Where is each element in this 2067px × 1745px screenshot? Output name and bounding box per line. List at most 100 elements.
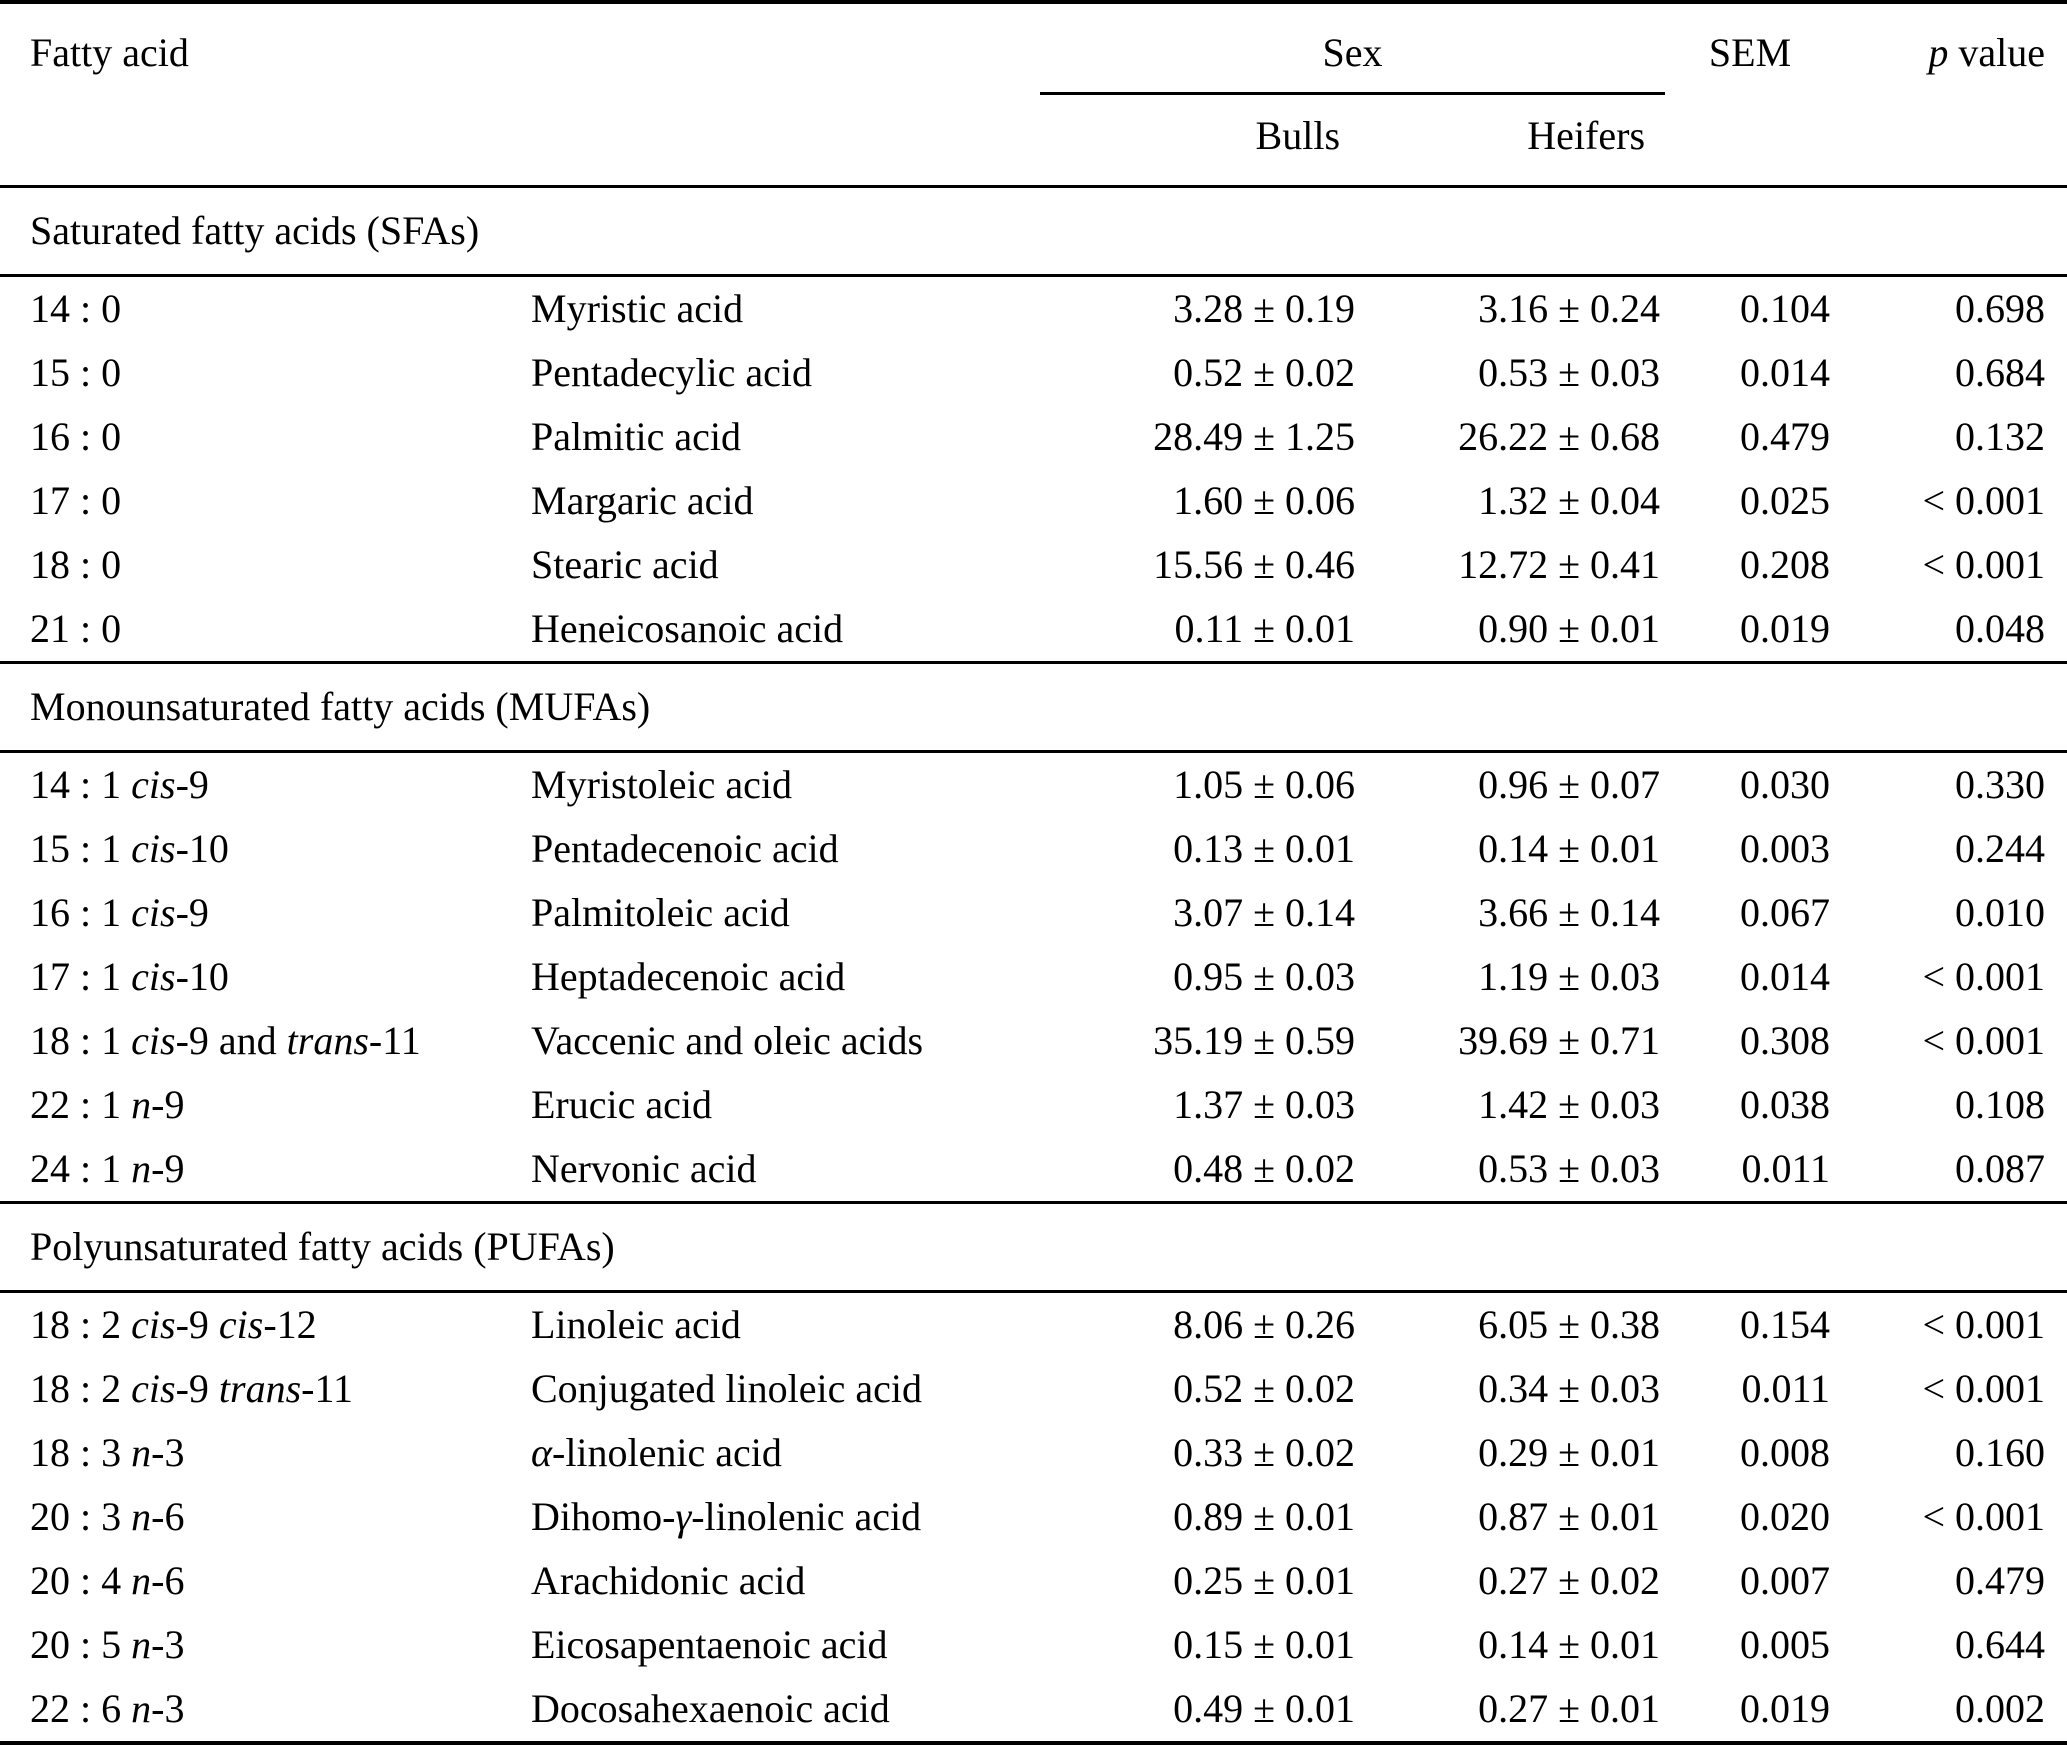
heifers-value: 0.96 ± 0.07 (1478, 762, 1661, 807)
heifers-value: 0.53 ± 0.03 (1478, 350, 1661, 395)
column-header-sem: SEM (1708, 30, 1792, 75)
table-row: 16 : 0 Palmitic acid 28.49 ± 1.25 26.22 ± 0… (0, 405, 2067, 469)
bulls-value: 0.52 ± 0.02 (1173, 1366, 1356, 1411)
fatty-acid-name: Linoleic acid (531, 1302, 741, 1347)
table-row: 21 : 0 Heneicosanoic acid 0.11 ± 0.01 0.90 … (0, 597, 2067, 663)
table-row: 14 : 1 cis-9 Myristoleic acid 1.05 ± 0.06 0… (0, 752, 2067, 818)
section-row: Saturated fatty acids (SFAs) (0, 185, 2067, 277)
sem-value: 0.011 (1741, 1146, 1831, 1191)
p-value: 0.244 (1955, 826, 2046, 871)
section-row: Polyunsaturated fatty acids (PUFAs) (0, 1201, 2067, 1293)
table-body: Saturated fatty acids (SFAs) 14 : 0 Myrist… (0, 185, 2067, 1744)
table-header: Fatty acid Sex SEM p value Bulls Heifers (0, 2, 2067, 187)
column-header-bulls: Bulls (1255, 113, 1341, 158)
fatty-acid-name: Heptadecenoic acid (531, 954, 846, 999)
p-value: 0.160 (1955, 1430, 2046, 1475)
table-row: 18 : 2 cis-9 cis-12 Linoleic acid 8.06 ± 0… (0, 1292, 2067, 1358)
bulls-value: 15.56 ± 0.46 (1153, 542, 1356, 587)
table-row: 15 : 0 Pentadecylic acid 0.52 ± 0.02 0.53 ±… (0, 341, 2067, 405)
fatty-acid-code: 20 : 5 n-3 (30, 1622, 185, 1667)
fatty-acid-name: Palmitoleic acid (531, 890, 790, 935)
fatty-acid-name: Palmitic acid (531, 414, 741, 459)
table-row: 20 : 5 n-3 Eicosapentaenoic acid 0.15 ± 0.… (0, 1613, 2067, 1677)
section-title: Monounsaturated fatty acids (MUFAs) (0, 661, 2067, 753)
heifers-value: 1.32 ± 0.04 (1478, 478, 1661, 523)
sem-value: 0.025 (1740, 478, 1831, 523)
bulls-value: 1.05 ± 0.06 (1173, 762, 1356, 807)
sem-value: 0.020 (1740, 1494, 1831, 1539)
bulls-value: 3.28 ± 0.19 (1173, 286, 1356, 331)
p-value: 0.684 (1955, 350, 2046, 395)
table-row: 17 : 0 Margaric acid 1.60 ± 0.06 1.32 ± 0.0… (0, 469, 2067, 533)
table-row: 20 : 4 n-6 Arachidonic acid 0.25 ± 0.01 0.2… (0, 1549, 2067, 1613)
table-row: 18 : 1 cis-9 and trans-11 Vaccenic and ol… (0, 1009, 2067, 1073)
sem-value: 0.005 (1740, 1622, 1831, 1667)
heifers-value: 1.42 ± 0.03 (1478, 1082, 1661, 1127)
header-row-2: Bulls Heifers (0, 94, 2067, 187)
p-value: < 0.001 (1922, 478, 2046, 523)
column-header-p-value: p value (1928, 30, 2046, 75)
fatty-acid-code: 18 : 3 n-3 (30, 1430, 185, 1475)
p-value: 0.010 (1955, 890, 2046, 935)
sem-value: 0.019 (1740, 1686, 1831, 1731)
fatty-acid-name: α-linolenic acid (531, 1430, 782, 1475)
fatty-acid-code: 16 : 1 cis-9 (30, 890, 209, 935)
fatty-acid-name: Docosahexaenoic acid (531, 1686, 890, 1731)
bulls-value: 0.13 ± 0.01 (1173, 826, 1356, 871)
heifers-value: 0.29 ± 0.01 (1478, 1430, 1661, 1475)
heifers-value: 39.69 ± 0.71 (1458, 1018, 1661, 1063)
fatty-acid-name: Myristoleic acid (531, 762, 793, 807)
table-row: 17 : 1 cis-10 Heptadecenoic acid 0.95 ± 0.… (0, 945, 2067, 1009)
bulls-value: 0.33 ± 0.02 (1173, 1430, 1356, 1475)
table-row: 15 : 1 cis-10 Pentadecenoic acid 0.13 ± 0.… (0, 817, 2067, 881)
bulls-value: 8.06 ± 0.26 (1173, 1302, 1356, 1347)
fatty-acid-code: 18 : 0 (30, 542, 122, 587)
sem-value: 0.030 (1740, 762, 1831, 807)
p-value: 0.048 (1955, 606, 2046, 651)
p-value: 0.479 (1955, 1558, 2046, 1603)
fatty-acid-code: 22 : 1 n-9 (30, 1082, 185, 1127)
table-row: 14 : 0 Myristic acid 3.28 ± 0.19 3.16 ± 0.2… (0, 276, 2067, 342)
heifers-value: 3.16 ± 0.24 (1478, 286, 1661, 331)
sem-value: 0.014 (1740, 954, 1831, 999)
fatty-acid-code: 15 : 1 cis-10 (30, 826, 229, 871)
fatty-acid-code: 17 : 0 (30, 478, 122, 523)
sem-value: 0.019 (1740, 606, 1831, 651)
p-value: < 0.001 (1922, 954, 2046, 999)
fatty-acid-code: 15 : 0 (30, 350, 122, 395)
sem-value: 0.011 (1741, 1366, 1831, 1411)
fatty-acid-code: 20 : 4 n-6 (30, 1558, 185, 1603)
fatty-acid-code: 16 : 0 (30, 414, 122, 459)
p-value: 0.087 (1955, 1146, 2046, 1191)
section-row: Monounsaturated fatty acids (MUFAs) (0, 661, 2067, 753)
heifers-value: 12.72 ± 0.41 (1458, 542, 1661, 587)
fatty-acid-name: Heneicosanoic acid (531, 606, 844, 651)
heifers-value: 0.27 ± 0.02 (1478, 1558, 1661, 1603)
fatty-acid-name: Stearic acid (531, 542, 719, 587)
bulls-value: 0.89 ± 0.01 (1173, 1494, 1356, 1539)
sem-value: 0.003 (1740, 826, 1831, 871)
table-row: 24 : 1 n-9 Nervonic acid 0.48 ± 0.02 0.53 ±… (0, 1137, 2067, 1203)
section-title: Polyunsaturated fatty acids (PUFAs) (0, 1201, 2067, 1293)
p-value: 0.644 (1955, 1622, 2046, 1667)
bulls-value: 1.37 ± 0.03 (1173, 1082, 1356, 1127)
fatty-acid-name: Arachidonic acid (531, 1558, 806, 1603)
p-value: 0.108 (1955, 1082, 2046, 1127)
p-value: 0.002 (1955, 1686, 2046, 1731)
section-title: Saturated fatty acids (SFAs) (0, 185, 2067, 277)
heifers-value: 0.14 ± 0.01 (1478, 826, 1661, 871)
bulls-value: 1.60 ± 0.06 (1173, 478, 1356, 523)
heifers-value: 0.27 ± 0.01 (1478, 1686, 1661, 1731)
bulls-value: 28.49 ± 1.25 (1153, 414, 1356, 459)
sem-value: 0.104 (1740, 286, 1831, 331)
fatty-acid-name: Nervonic acid (531, 1146, 757, 1191)
p-value: < 0.001 (1922, 1366, 2046, 1411)
p-value: < 0.001 (1922, 1302, 2046, 1347)
p-value: < 0.001 (1922, 1494, 2046, 1539)
heifers-value: 0.34 ± 0.03 (1478, 1366, 1661, 1411)
sem-value: 0.479 (1740, 414, 1831, 459)
sem-value: 0.007 (1740, 1558, 1831, 1603)
p-value: 0.330 (1955, 762, 2046, 807)
heifers-value: 1.19 ± 0.03 (1478, 954, 1661, 999)
